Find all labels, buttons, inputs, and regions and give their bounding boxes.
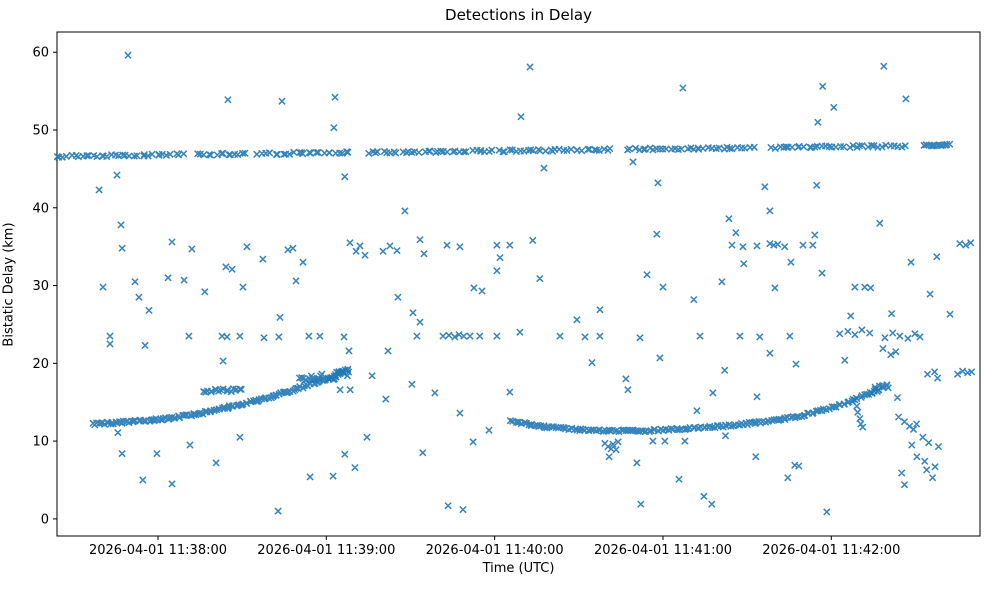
y-tick-label: 60 bbox=[32, 46, 49, 61]
series-target-track-1-end-blob-b bbox=[324, 367, 353, 384]
y-tick-label: 10 bbox=[32, 435, 49, 450]
y-tick-label: 50 bbox=[32, 124, 49, 139]
chart-title: Detections in Delay bbox=[445, 6, 592, 24]
x-tick-label: 2026-04-01 11:39:00 bbox=[257, 543, 395, 558]
series-direct-path-band-end bbox=[920, 140, 954, 150]
y-tick-label: 40 bbox=[32, 201, 49, 216]
x-axis-label: Time (UTC) bbox=[482, 561, 555, 576]
y-tick-label: 0 bbox=[41, 512, 49, 527]
series-target-track-2 bbox=[506, 386, 883, 436]
x-tick-label: 2026-04-01 11:42:00 bbox=[762, 543, 900, 558]
series-target-track-2-end-cluster bbox=[868, 381, 892, 397]
y-tick-label: 30 bbox=[32, 279, 49, 294]
x-tick-label: 2026-04-01 11:38:00 bbox=[89, 543, 227, 558]
series-target-track-1 bbox=[89, 365, 352, 429]
axes-border bbox=[56, 31, 981, 537]
series-target-track-1-end-blob-a bbox=[295, 370, 326, 384]
series-sparse-detections bbox=[95, 51, 976, 516]
series-clutter-band-23km bbox=[106, 318, 924, 350]
series-clutter-band-35km bbox=[118, 236, 975, 262]
x-tick-label: 2026-04-01 11:41:00 bbox=[594, 543, 732, 558]
y-tick-label: 20 bbox=[32, 357, 49, 372]
series-target-track-1-side-cluster bbox=[200, 385, 245, 396]
x-tick-label: 2026-04-01 11:40:00 bbox=[426, 543, 564, 558]
series-direct-path-band bbox=[53, 141, 909, 161]
